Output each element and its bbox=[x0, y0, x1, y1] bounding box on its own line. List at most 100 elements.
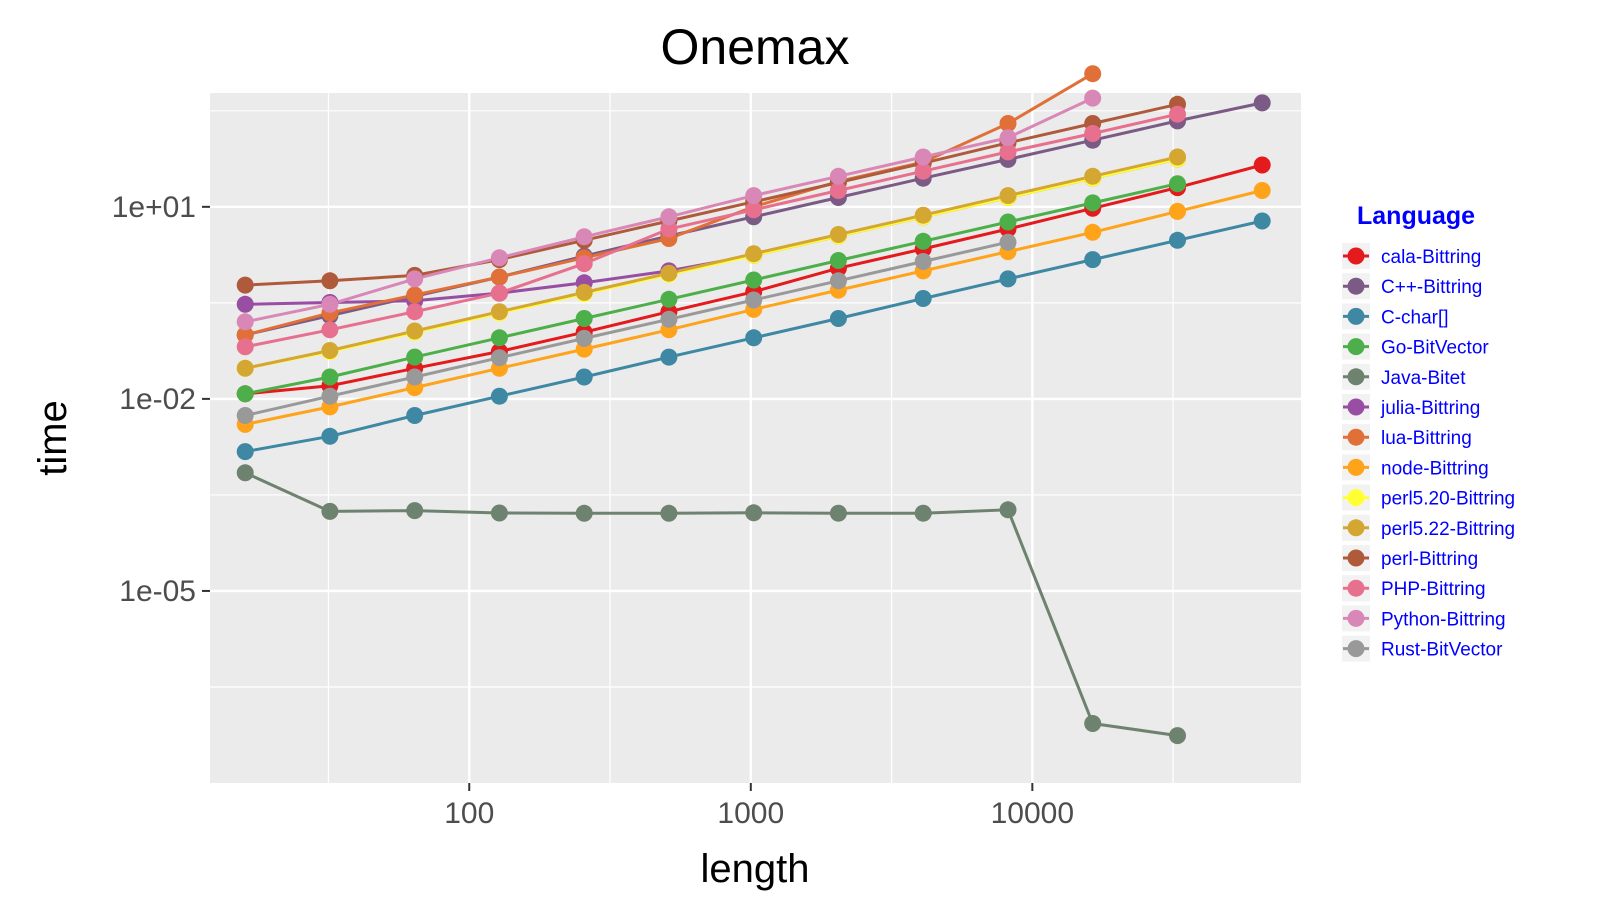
legend-key-point bbox=[1347, 489, 1365, 507]
data-point bbox=[1169, 727, 1186, 745]
data-point bbox=[575, 368, 593, 386]
data-point bbox=[660, 290, 678, 308]
data-point bbox=[1084, 251, 1102, 269]
data-point bbox=[490, 268, 508, 286]
series-line bbox=[245, 102, 1178, 287]
x-tick-label: 100 bbox=[444, 797, 494, 830]
data-point bbox=[1169, 202, 1186, 220]
data-point bbox=[999, 143, 1017, 161]
data-point bbox=[406, 368, 424, 386]
data-point bbox=[660, 310, 678, 328]
legend-label: cala-Bittring bbox=[1381, 247, 1481, 268]
legend-key-point bbox=[1347, 338, 1365, 356]
series-layer bbox=[236, 65, 1271, 745]
data-point bbox=[321, 342, 339, 359]
data-point bbox=[490, 504, 508, 522]
data-point bbox=[829, 252, 847, 269]
series-line bbox=[244, 240, 1009, 417]
data-point bbox=[660, 504, 678, 522]
data-point bbox=[490, 303, 508, 321]
y-tick-label: 1e-05 bbox=[119, 575, 196, 608]
data-point bbox=[1084, 715, 1102, 732]
data-point bbox=[1253, 156, 1271, 174]
data-point bbox=[406, 303, 424, 321]
data-point bbox=[321, 427, 339, 445]
legend-label: lua-Bittring bbox=[1381, 428, 1472, 449]
data-point bbox=[745, 291, 763, 309]
legend-key-point bbox=[1347, 519, 1365, 537]
legend-key-point bbox=[1347, 458, 1365, 476]
data-point bbox=[914, 162, 932, 180]
data-point bbox=[490, 249, 508, 267]
legend-label: Go-BitVector bbox=[1381, 338, 1489, 359]
legend-label: perl5.22-Bittring bbox=[1381, 519, 1515, 540]
data-point bbox=[1253, 94, 1271, 112]
data-point bbox=[1169, 148, 1186, 166]
data-point bbox=[999, 213, 1017, 231]
legend-key-point bbox=[1347, 277, 1365, 295]
legend-key-point bbox=[1347, 428, 1365, 446]
data-point bbox=[829, 226, 847, 243]
data-point bbox=[1253, 182, 1271, 199]
data-point bbox=[490, 329, 508, 347]
legend-key-point bbox=[1347, 368, 1365, 386]
data-point bbox=[829, 310, 847, 327]
legend-label: C-char[] bbox=[1381, 307, 1449, 328]
data-point bbox=[321, 321, 339, 339]
data-point bbox=[660, 220, 678, 238]
data-point bbox=[490, 387, 508, 405]
data-point bbox=[236, 407, 254, 424]
x-tick-label: 10000 bbox=[991, 797, 1074, 830]
data-point bbox=[236, 313, 254, 331]
data-point bbox=[406, 322, 424, 340]
data-point bbox=[406, 286, 424, 304]
data-point bbox=[1253, 212, 1271, 230]
data-point bbox=[660, 264, 678, 282]
data-point bbox=[236, 443, 254, 461]
data-point bbox=[575, 228, 593, 246]
data-point bbox=[1084, 167, 1102, 185]
data-point bbox=[829, 504, 847, 522]
data-point bbox=[575, 329, 593, 347]
legend-key-point bbox=[1347, 307, 1365, 325]
legend: Language cala-Bittring C++-Bittring C-char… bbox=[1342, 202, 1515, 662]
data-point bbox=[236, 338, 254, 356]
data-point bbox=[745, 271, 763, 289]
data-point bbox=[914, 504, 932, 522]
series-line bbox=[244, 182, 1178, 396]
data-point bbox=[745, 245, 763, 263]
data-point bbox=[236, 295, 254, 313]
data-point bbox=[745, 329, 763, 347]
data-point bbox=[236, 385, 254, 403]
chart-title: Onemax bbox=[661, 19, 850, 75]
data-point bbox=[490, 349, 508, 367]
data-point bbox=[1084, 65, 1102, 83]
data-point bbox=[745, 187, 763, 205]
data-point bbox=[236, 326, 254, 344]
y-axis: 1e+01 1e-02 1e-05 bbox=[112, 191, 210, 608]
legend-key-point bbox=[1347, 579, 1365, 597]
data-point bbox=[406, 270, 424, 288]
data-point bbox=[236, 359, 254, 377]
data-point bbox=[321, 368, 339, 386]
data-point bbox=[406, 348, 424, 366]
data-point bbox=[660, 208, 678, 226]
legend-key-point bbox=[1347, 398, 1365, 416]
data-point bbox=[829, 182, 847, 199]
data-point bbox=[999, 187, 1017, 205]
data-point bbox=[999, 129, 1017, 147]
legend-key-point bbox=[1347, 549, 1365, 567]
x-axis: 100 1000 10000 bbox=[444, 783, 1074, 830]
data-point bbox=[1084, 125, 1102, 142]
data-point bbox=[236, 276, 254, 294]
data-point bbox=[914, 253, 932, 270]
legend-label: PHP-Bittring bbox=[1381, 579, 1486, 600]
legend-label: Java-Bitet bbox=[1381, 368, 1466, 389]
legend-label: Rust-BitVector bbox=[1381, 640, 1503, 661]
data-point bbox=[1169, 175, 1186, 193]
data-point bbox=[236, 464, 254, 482]
data-point bbox=[1169, 231, 1186, 249]
series-line bbox=[244, 471, 1178, 738]
data-point bbox=[999, 233, 1017, 251]
series-line bbox=[244, 112, 1178, 349]
